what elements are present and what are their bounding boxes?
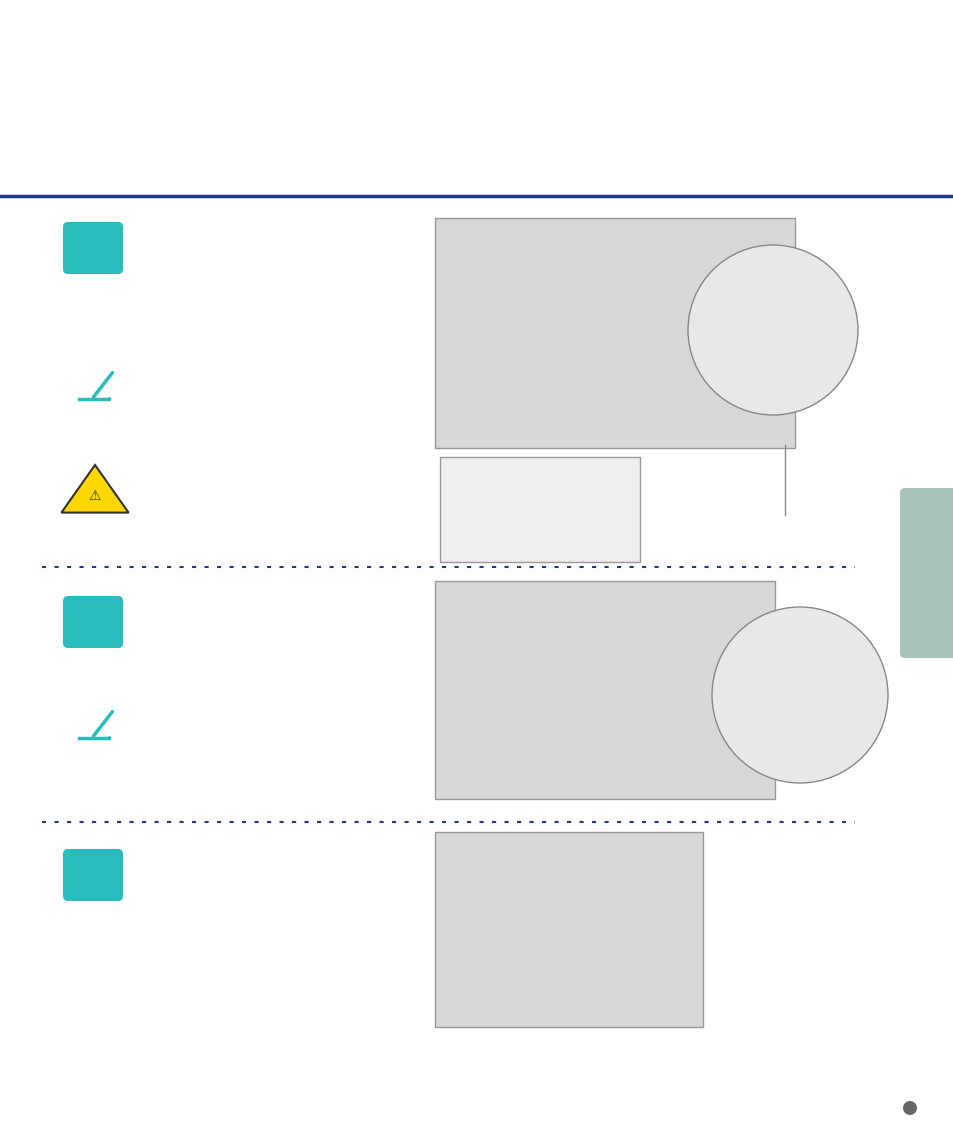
FancyBboxPatch shape [899, 488, 953, 658]
Bar [439, 457, 639, 562]
Circle shape [687, 245, 857, 414]
Circle shape [711, 607, 887, 783]
Circle shape [902, 1101, 916, 1115]
FancyBboxPatch shape [63, 222, 123, 274]
FancyBboxPatch shape [63, 597, 123, 648]
Circle shape [108, 736, 112, 740]
Bar [435, 581, 774, 799]
Circle shape [108, 397, 112, 401]
FancyBboxPatch shape [63, 848, 123, 901]
Bar [435, 218, 794, 448]
Bar [435, 832, 702, 1027]
Polygon shape [61, 465, 129, 513]
Text: ⚠: ⚠ [89, 489, 101, 503]
